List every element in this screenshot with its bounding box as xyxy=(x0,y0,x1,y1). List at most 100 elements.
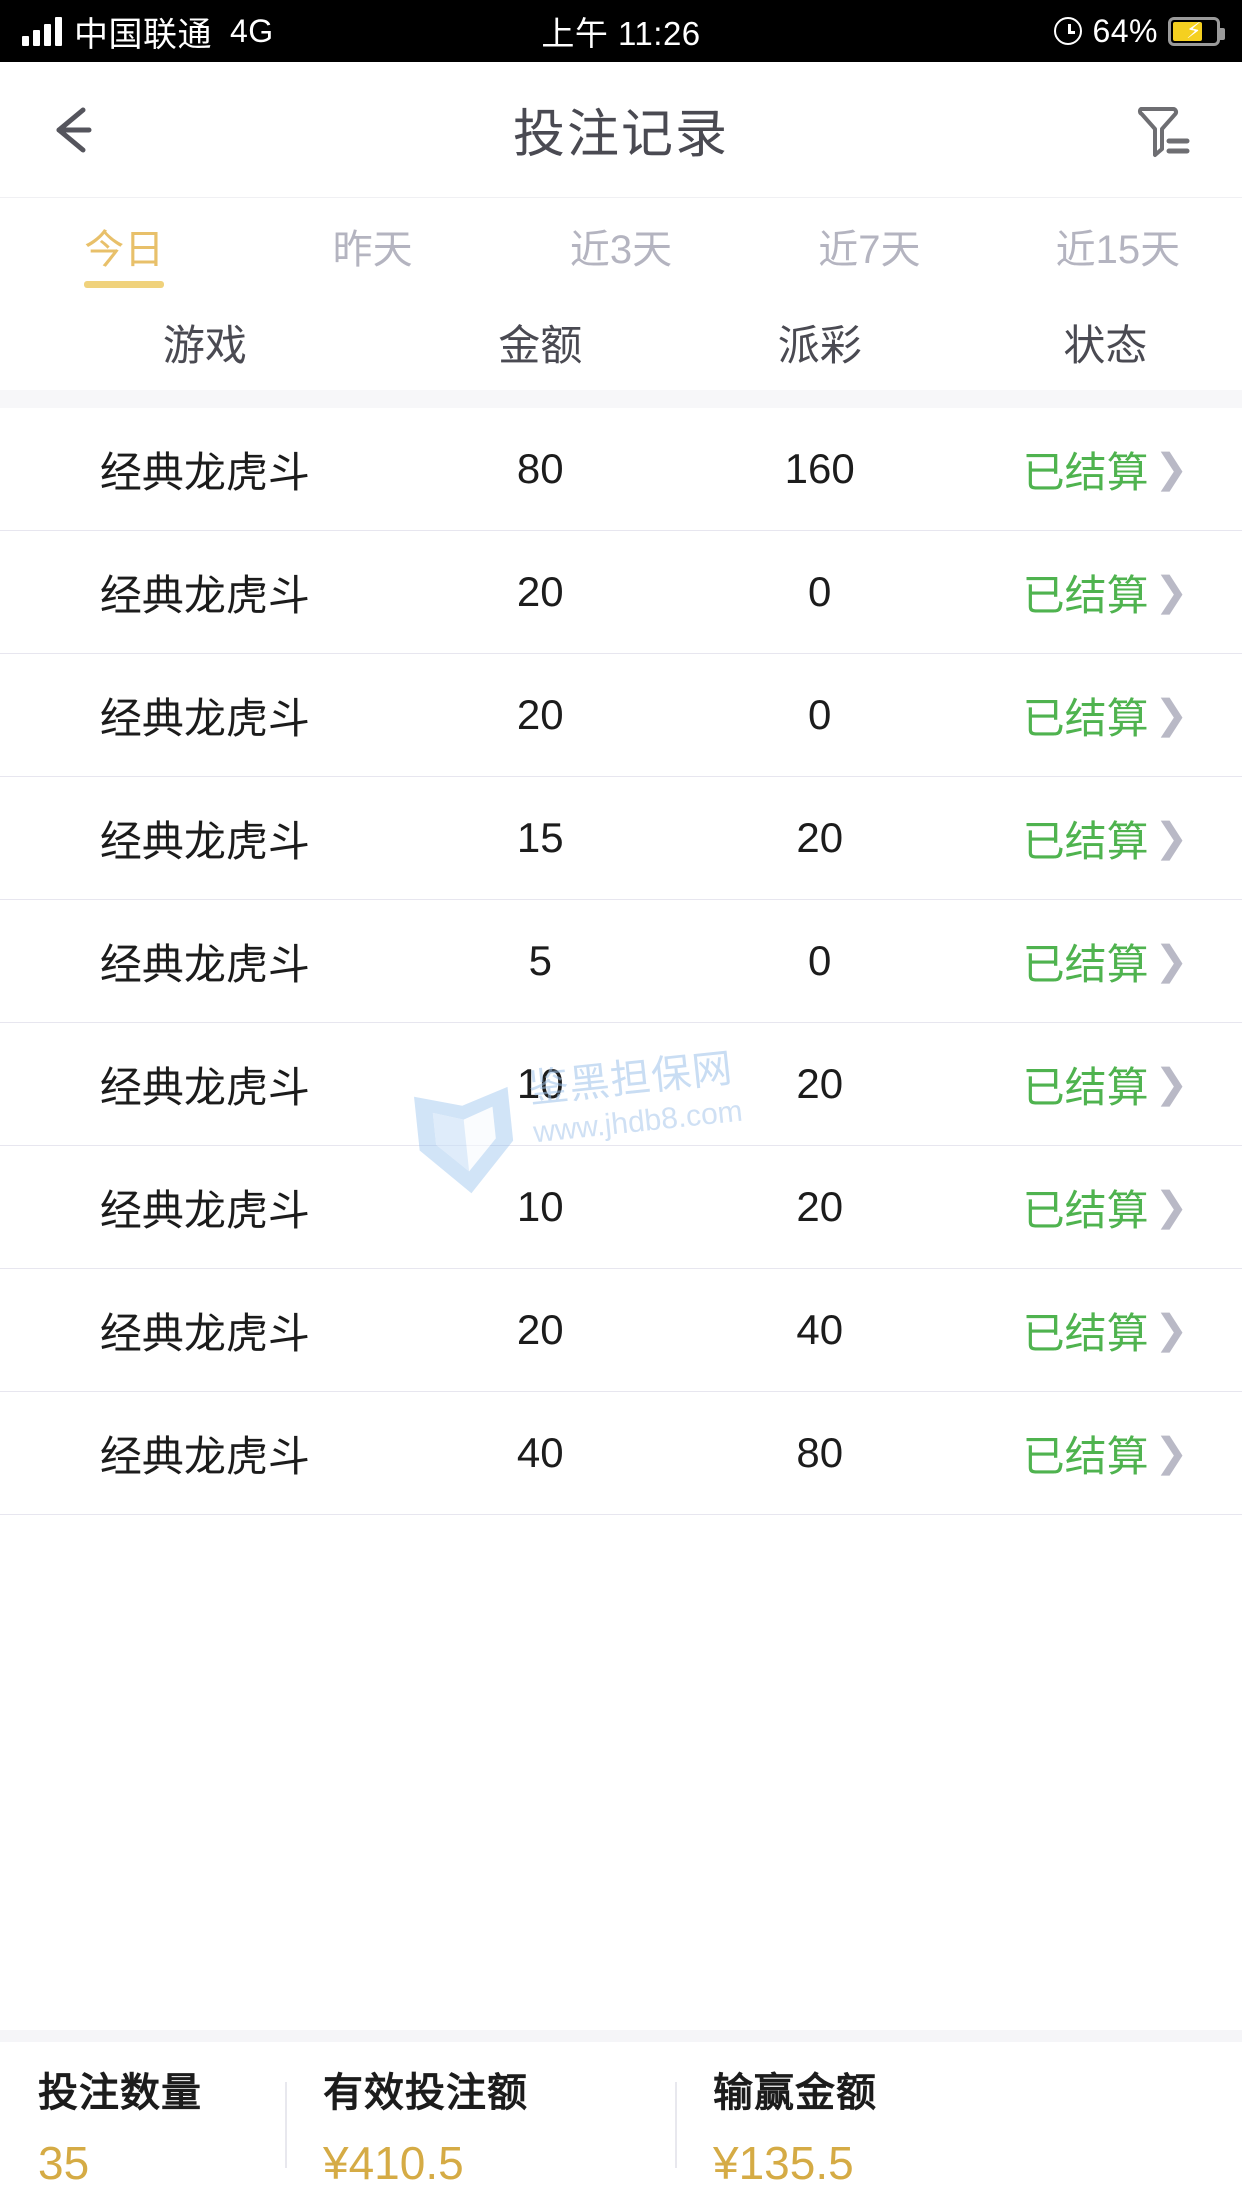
status-label: 已结算 xyxy=(1022,1309,1149,1357)
battery-icon: ⚡ xyxy=(1168,16,1225,46)
chevron-right-icon[interactable]: ❯ xyxy=(1154,1062,1189,1106)
page-title: 投注记录 xyxy=(512,106,729,164)
row-amount: 10 xyxy=(516,1060,564,1107)
row-status-cell: 已结算 ❯ xyxy=(969,1423,1242,1484)
column-header-status: 状态 xyxy=(1063,321,1148,369)
signal-bars-icon xyxy=(22,16,62,46)
row-game: 经典龙虎斗 xyxy=(99,448,310,496)
tab-last-7-days[interactable]: 近7天 xyxy=(745,198,993,294)
row-payout: 20 xyxy=(796,814,844,861)
back-button[interactable] xyxy=(44,95,114,165)
summary-bar: 投注数量 35 有效投注额 ¥410.5 输赢金额 ¥135.5 xyxy=(0,2030,1242,2208)
row-payout: 0 xyxy=(808,568,832,615)
table-row[interactable]: 经典龙虎斗 5 0 已结算 ❯ xyxy=(0,900,1242,1023)
tab-today[interactable]: 今日 xyxy=(0,198,248,294)
summary-valid-bet-amount: 有效投注额 ¥410.5 xyxy=(285,2060,675,2190)
tab-label: 近7天 xyxy=(818,228,921,272)
status-label: 已结算 xyxy=(1022,1063,1149,1111)
chevron-right-icon[interactable]: ❯ xyxy=(1154,693,1189,737)
column-header-payout: 派彩 xyxy=(777,321,862,369)
filter-funnel-icon xyxy=(1137,106,1190,157)
status-label: 已结算 xyxy=(1022,694,1149,742)
summary-win-loss-amount: 输赢金额 ¥135.5 xyxy=(675,2060,1065,2190)
column-header-game: 游戏 xyxy=(162,321,247,369)
row-status-cell: 已结算 ❯ xyxy=(969,685,1242,746)
summary-bet-count: 投注数量 35 xyxy=(0,2060,285,2190)
tab-label: 近15天 xyxy=(1055,228,1181,272)
network-type-label: 4G xyxy=(230,12,274,49)
row-game: 经典龙虎斗 xyxy=(99,694,310,742)
status-badge: 已结算 ❯ xyxy=(969,562,1242,623)
status-badge: 已结算 ❯ xyxy=(969,1300,1242,1361)
bet-records-table: 经典龙虎斗 80 160 已结算 ❯ 经典龙虎斗 20 0 已结算 ❯ 经典龙虎斗 20 0 已结算 ❯ 经典… xyxy=(0,408,1242,1515)
status-badge: 已结算 ❯ xyxy=(969,685,1242,746)
status-badge: 已结算 ❯ xyxy=(969,1054,1242,1115)
status-label: 已结算 xyxy=(1022,1432,1149,1480)
table-row[interactable]: 经典龙虎斗 10 20 已结算 ❯ xyxy=(0,1146,1242,1269)
tab-last-3-days[interactable]: 近3天 xyxy=(497,198,745,294)
chevron-right-icon[interactable]: ❯ xyxy=(1154,939,1189,983)
table-row[interactable]: 经典龙虎斗 20 0 已结算 ❯ xyxy=(0,531,1242,654)
status-bar: 中国联通 4G 上午 11:26 64% ⚡ xyxy=(0,0,1242,62)
summary-label: 输赢金额 xyxy=(713,2071,877,2115)
table-row[interactable]: 经典龙虎斗 80 160 已结算 ❯ xyxy=(0,408,1242,531)
chevron-right-icon[interactable]: ❯ xyxy=(1154,1185,1189,1229)
charging-bolt-icon: ⚡ xyxy=(1186,18,1202,43)
battery-fill xyxy=(1173,21,1203,41)
row-game: 经典龙虎斗 xyxy=(99,940,310,988)
row-game: 经典龙虎斗 xyxy=(99,571,310,619)
tab-label: 昨天 xyxy=(332,228,413,272)
status-bar-left: 中国联通 4G xyxy=(22,7,274,56)
table-row[interactable]: 经典龙虎斗 20 40 已结算 ❯ xyxy=(0,1269,1242,1392)
row-amount: 15 xyxy=(516,814,564,861)
carrier-label: 中国联通 xyxy=(74,15,212,54)
row-game: 经典龙虎斗 xyxy=(99,817,310,865)
row-game: 经典龙虎斗 xyxy=(99,1063,310,1111)
summary-label: 投注数量 xyxy=(38,2071,202,2115)
status-bar-right: 64% ⚡ xyxy=(1054,12,1225,50)
status-label: 已结算 xyxy=(1022,448,1149,496)
tab-label: 今日 xyxy=(84,228,165,272)
status-label: 已结算 xyxy=(1022,571,1149,619)
tab-last-15-days[interactable]: 近15天 xyxy=(994,198,1242,294)
summary-value: 35 xyxy=(38,2137,90,2189)
chevron-right-icon[interactable]: ❯ xyxy=(1154,816,1189,860)
table-header-divider xyxy=(0,390,1242,408)
status-label: 已结算 xyxy=(1022,1186,1149,1234)
row-amount: 5 xyxy=(528,937,552,984)
chevron-right-icon[interactable]: ❯ xyxy=(1154,570,1189,614)
status-badge: 已结算 ❯ xyxy=(969,1177,1242,1238)
row-payout: 40 xyxy=(796,1306,844,1353)
row-amount: 80 xyxy=(516,445,564,492)
table-row[interactable]: 经典龙虎斗 20 0 已结算 ❯ xyxy=(0,654,1242,777)
row-status-cell: 已结算 ❯ xyxy=(969,562,1242,623)
summary-value: ¥410.5 xyxy=(323,2137,464,2189)
chevron-right-icon[interactable]: ❯ xyxy=(1154,1308,1189,1352)
status-label: 已结算 xyxy=(1022,817,1149,865)
row-game: 经典龙虎斗 xyxy=(99,1309,310,1357)
status-badge: 已结算 ❯ xyxy=(969,808,1242,869)
row-amount: 10 xyxy=(516,1183,564,1230)
row-amount: 40 xyxy=(516,1429,564,1476)
row-status-cell: 已结算 ❯ xyxy=(969,808,1242,869)
filter-button[interactable] xyxy=(1128,95,1198,165)
chevron-right-icon[interactable]: ❯ xyxy=(1154,447,1189,491)
row-game: 经典龙虎斗 xyxy=(99,1432,310,1480)
table-row[interactable]: 经典龙虎斗 40 80 已结算 ❯ xyxy=(0,1392,1242,1515)
alarm-icon xyxy=(1054,17,1083,45)
status-label: 已结算 xyxy=(1022,940,1149,988)
tab-label: 近3天 xyxy=(569,228,673,272)
table-row[interactable]: 经典龙虎斗 10 20 已结算 ❯ xyxy=(0,1023,1242,1146)
status-badge: 已结算 ❯ xyxy=(969,1423,1242,1484)
tab-yesterday[interactable]: 昨天 xyxy=(248,198,496,294)
summary-value: ¥135.5 xyxy=(713,2137,854,2189)
app-header: 投注记录 xyxy=(0,62,1242,197)
battery-percent-label: 64% xyxy=(1092,12,1158,49)
table-column-headers: 游戏 金额 派彩 状态 xyxy=(0,294,1242,390)
status-badge: 已结算 ❯ xyxy=(969,439,1242,500)
row-status-cell: 已结算 ❯ xyxy=(969,931,1242,992)
row-payout: 80 xyxy=(796,1429,844,1476)
chevron-right-icon[interactable]: ❯ xyxy=(1154,1431,1189,1475)
row-status-cell: 已结算 ❯ xyxy=(969,1054,1242,1115)
table-row[interactable]: 经典龙虎斗 15 20 已结算 ❯ xyxy=(0,777,1242,900)
